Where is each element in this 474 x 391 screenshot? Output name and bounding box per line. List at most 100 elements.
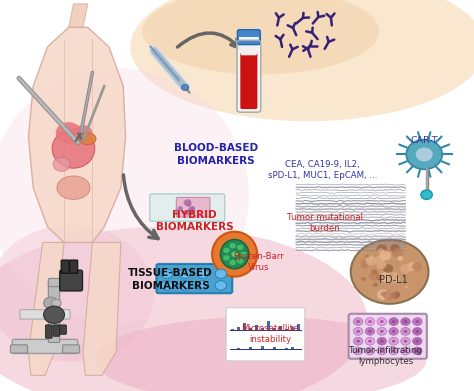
- Circle shape: [400, 264, 411, 273]
- Circle shape: [390, 244, 400, 252]
- Circle shape: [415, 320, 419, 323]
- Polygon shape: [69, 4, 88, 27]
- Circle shape: [407, 262, 418, 271]
- Circle shape: [412, 337, 422, 345]
- FancyBboxPatch shape: [63, 345, 80, 353]
- Circle shape: [365, 327, 374, 335]
- Circle shape: [389, 317, 398, 325]
- Ellipse shape: [0, 227, 367, 391]
- Circle shape: [415, 339, 419, 343]
- Circle shape: [353, 327, 363, 335]
- Circle shape: [403, 350, 407, 353]
- Circle shape: [392, 320, 395, 323]
- Circle shape: [377, 337, 387, 345]
- Circle shape: [401, 337, 410, 345]
- Circle shape: [237, 245, 244, 250]
- Circle shape: [368, 320, 372, 323]
- Circle shape: [406, 140, 442, 169]
- Circle shape: [368, 350, 372, 353]
- Bar: [273, 348, 276, 349]
- Circle shape: [186, 203, 191, 207]
- Circle shape: [183, 199, 191, 206]
- Circle shape: [421, 190, 432, 199]
- Circle shape: [215, 281, 227, 290]
- Circle shape: [353, 337, 363, 345]
- Circle shape: [365, 256, 377, 265]
- Circle shape: [379, 251, 391, 260]
- Circle shape: [44, 297, 58, 309]
- Bar: [255, 325, 258, 330]
- Circle shape: [392, 330, 395, 333]
- Circle shape: [231, 251, 238, 257]
- Polygon shape: [28, 27, 126, 242]
- Circle shape: [376, 261, 386, 269]
- Circle shape: [381, 291, 387, 296]
- Circle shape: [371, 269, 378, 274]
- FancyBboxPatch shape: [237, 30, 260, 45]
- Ellipse shape: [212, 231, 257, 277]
- Circle shape: [401, 317, 410, 325]
- Circle shape: [380, 339, 384, 343]
- Circle shape: [389, 327, 398, 335]
- Circle shape: [365, 347, 374, 355]
- Circle shape: [351, 240, 428, 304]
- Text: Epsten-Barr
Virus: Epsten-Barr Virus: [233, 252, 284, 272]
- Circle shape: [373, 283, 378, 287]
- Circle shape: [392, 350, 395, 353]
- Bar: [237, 327, 240, 330]
- Text: PD-L1: PD-L1: [379, 274, 408, 285]
- Circle shape: [380, 320, 384, 323]
- Ellipse shape: [73, 125, 92, 141]
- Circle shape: [380, 350, 384, 353]
- Circle shape: [401, 327, 410, 335]
- Bar: [291, 327, 294, 330]
- Circle shape: [376, 275, 382, 280]
- Circle shape: [381, 249, 388, 255]
- Circle shape: [389, 274, 393, 277]
- Circle shape: [365, 317, 374, 325]
- Ellipse shape: [130, 0, 474, 121]
- FancyBboxPatch shape: [10, 345, 27, 353]
- Circle shape: [179, 281, 191, 290]
- Bar: [279, 326, 282, 330]
- Circle shape: [395, 278, 400, 282]
- Circle shape: [182, 84, 189, 91]
- Circle shape: [404, 285, 408, 289]
- Circle shape: [229, 260, 236, 265]
- Circle shape: [174, 209, 179, 212]
- Circle shape: [53, 157, 70, 171]
- Bar: [297, 324, 300, 330]
- FancyBboxPatch shape: [240, 52, 257, 109]
- Bar: [261, 346, 264, 349]
- Circle shape: [356, 320, 360, 323]
- Circle shape: [361, 277, 366, 281]
- Circle shape: [353, 347, 363, 355]
- Circle shape: [403, 320, 407, 323]
- FancyBboxPatch shape: [226, 308, 305, 361]
- Ellipse shape: [95, 317, 427, 391]
- Circle shape: [380, 272, 393, 282]
- Text: CAR-T: CAR-T: [410, 136, 438, 145]
- FancyBboxPatch shape: [70, 260, 78, 273]
- Circle shape: [416, 147, 433, 161]
- Polygon shape: [28, 242, 64, 375]
- FancyBboxPatch shape: [150, 194, 225, 221]
- Circle shape: [197, 281, 209, 290]
- Circle shape: [188, 207, 195, 213]
- Text: TISSUE-BASED
BIOMARKERS: TISSUE-BASED BIOMARKERS: [128, 268, 213, 291]
- FancyBboxPatch shape: [20, 310, 70, 319]
- Polygon shape: [83, 242, 121, 375]
- Circle shape: [377, 317, 387, 325]
- Text: CEA, CA19-9, IL2,
sPD-L1, MUC1, EpCAM, ...: CEA, CA19-9, IL2, sPD-L1, MUC1, EpCAM, .…: [268, 160, 377, 180]
- Circle shape: [377, 347, 387, 355]
- Circle shape: [412, 327, 422, 335]
- Bar: [231, 329, 234, 330]
- Circle shape: [391, 291, 400, 299]
- Circle shape: [392, 248, 403, 258]
- FancyBboxPatch shape: [237, 30, 261, 112]
- Ellipse shape: [142, 0, 379, 74]
- Circle shape: [356, 339, 360, 343]
- FancyBboxPatch shape: [348, 314, 427, 359]
- Circle shape: [197, 269, 209, 278]
- Circle shape: [383, 290, 395, 301]
